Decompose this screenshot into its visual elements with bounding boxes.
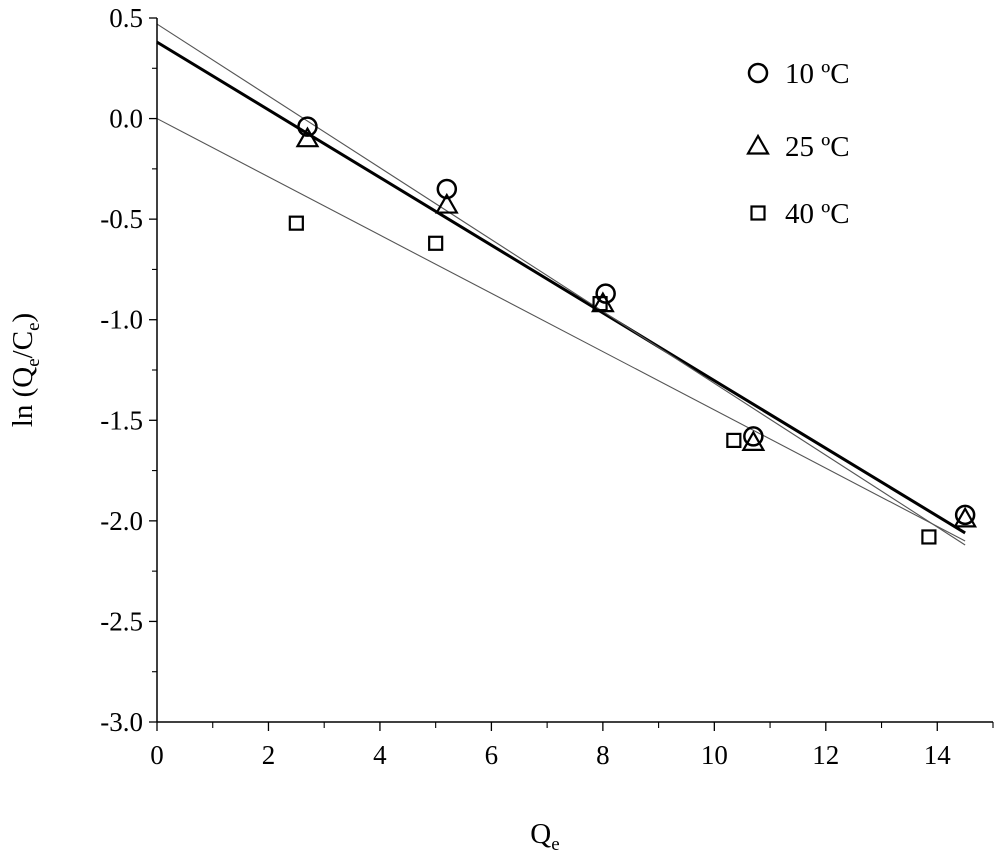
y-tick-label: -3.0 <box>100 707 143 737</box>
fit-lines <box>156 23 966 546</box>
fit-line-bold <box>156 40 966 535</box>
data-point-circle <box>743 426 764 447</box>
data-point-square <box>592 296 608 312</box>
x-tick-label: 6 <box>485 740 499 770</box>
data-point-square <box>288 215 304 231</box>
fit-line-thin <box>156 118 966 542</box>
legend-marker-square <box>750 205 766 221</box>
ticks: 0.5 0.0 -0.5 -1.0 -1.5 -2.0 -2.5 -3.00 2 4 6 8 10 12 1… <box>100 3 994 770</box>
legend-label: 40 ºC <box>785 198 850 230</box>
x-tick-label: 14 <box>924 740 952 770</box>
legend: 10 ºC 25 ºC 40 ºC <box>746 58 850 230</box>
data-point-triangle <box>295 126 320 148</box>
x-tick-label: 10 <box>701 740 728 770</box>
axes <box>156 18 993 723</box>
data-point-circle <box>954 504 976 526</box>
legend-marker-triangle <box>746 133 770 155</box>
data-point-square <box>921 529 937 545</box>
x-tick-label: 2 <box>262 740 276 770</box>
y-tick-label: -2.5 <box>100 606 143 636</box>
y-tick-label: -1.0 <box>100 305 143 335</box>
x-tick-label: 12 <box>812 740 839 770</box>
x-axis-title: Qe <box>530 818 559 855</box>
y-tick-label: 0.0 <box>109 104 143 134</box>
legend-label: 25 ºC <box>785 131 850 163</box>
data-point-circle <box>297 116 318 137</box>
x-tick-label: 4 <box>373 740 387 770</box>
fit-line-thin <box>156 23 966 546</box>
x-tick-label: 0 <box>150 740 164 770</box>
data-point-circle <box>436 178 458 200</box>
y-tick-label: -2.0 <box>100 506 143 536</box>
y-axis-title: ln (Qe/Ce) <box>7 313 44 427</box>
y-tick-label: -0.5 <box>100 204 143 234</box>
data-point-triangle <box>434 192 459 214</box>
y-tick-label: 0.5 <box>109 3 143 33</box>
data-point-triangle <box>741 430 766 452</box>
data-points <box>288 116 978 545</box>
x-tick-label: 8 <box>596 740 610 770</box>
data-point-square <box>428 235 444 251</box>
data-point-square <box>726 432 742 448</box>
legend-marker-circle <box>747 62 769 84</box>
data-point-triangle <box>953 506 978 528</box>
y-tick-label: -1.5 <box>100 405 143 435</box>
legend-label: 10 ºC <box>785 58 850 90</box>
